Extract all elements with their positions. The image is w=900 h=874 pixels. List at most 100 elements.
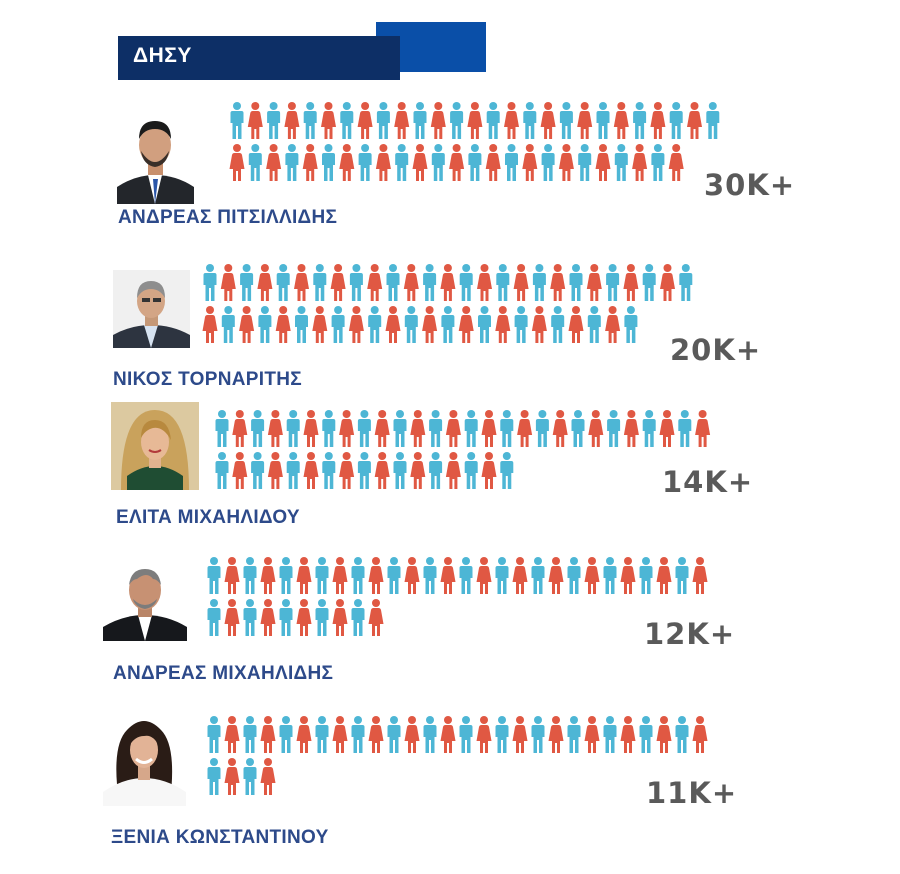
female-person-icon — [260, 758, 276, 795]
female-person-icon — [504, 102, 519, 139]
female-person-icon — [403, 264, 419, 301]
candidate-name: ΑΝΔΡΕΑΣ ΠΙΤΣΙΛΛΙΔΗΣ — [118, 207, 338, 228]
male-person-icon — [464, 410, 478, 447]
male-person-icon — [429, 452, 443, 489]
female-person-icon — [368, 716, 384, 753]
female-person-icon — [412, 144, 428, 181]
male-person-icon — [486, 102, 500, 139]
person-icon-grid — [215, 410, 711, 489]
male-person-icon — [423, 716, 437, 753]
female-person-icon — [296, 716, 312, 753]
male-person-icon — [468, 144, 482, 181]
female-person-icon — [332, 557, 348, 594]
male-person-icon — [386, 264, 400, 301]
male-person-icon — [279, 557, 293, 594]
male-person-icon — [413, 102, 427, 139]
male-person-icon — [596, 102, 610, 139]
male-person-icon — [607, 410, 621, 447]
female-person-icon — [232, 410, 248, 447]
female-person-icon — [440, 557, 456, 594]
female-person-icon — [267, 410, 283, 447]
page-title: ΔΗΣΥ — [133, 44, 192, 67]
female-person-icon — [613, 102, 629, 139]
male-person-icon — [651, 144, 665, 181]
female-person-icon — [296, 557, 312, 594]
male-person-icon — [313, 264, 327, 301]
male-person-icon — [358, 144, 372, 181]
male-person-icon — [203, 264, 217, 301]
male-person-icon — [459, 716, 473, 753]
male-person-icon — [368, 306, 382, 343]
candidate-name: ΕΛΙΤΑ ΜΙΧΑΗΛΙΔΟΥ — [116, 507, 300, 528]
female-person-icon — [660, 264, 675, 301]
male-person-icon — [240, 264, 254, 301]
male-person-icon — [675, 557, 689, 594]
female-person-icon — [531, 306, 547, 343]
female-person-icon — [522, 144, 538, 181]
male-person-icon — [351, 557, 365, 594]
female-person-icon — [656, 557, 672, 594]
male-person-icon — [464, 452, 478, 489]
female-person-icon — [330, 264, 346, 301]
male-person-icon — [276, 264, 290, 301]
male-person-icon — [267, 102, 281, 139]
male-person-icon — [279, 716, 293, 753]
female-person-icon — [548, 716, 564, 753]
female-person-icon — [476, 557, 492, 594]
female-person-icon — [374, 410, 390, 447]
male-person-icon — [404, 306, 418, 343]
female-person-icon — [224, 557, 240, 594]
header: ΔΗΣΥ — [0, 0, 900, 90]
female-person-icon — [540, 102, 556, 139]
male-person-icon — [603, 557, 617, 594]
male-person-icon — [207, 716, 221, 753]
male-person-icon — [393, 410, 407, 447]
header-bar — [118, 36, 400, 80]
female-person-icon — [512, 716, 528, 753]
female-person-icon — [449, 144, 465, 181]
male-person-icon — [207, 599, 221, 636]
female-person-icon — [303, 410, 319, 447]
male-person-icon — [322, 144, 335, 181]
male-person-icon — [587, 306, 601, 343]
person-icon-grid — [207, 557, 708, 636]
female-person-icon — [239, 306, 255, 343]
male-person-icon — [678, 410, 692, 447]
female-person-icon — [650, 102, 666, 139]
male-person-icon — [478, 306, 491, 343]
female-person-icon — [229, 144, 245, 181]
male-person-icon — [285, 144, 299, 181]
female-person-icon — [260, 557, 276, 594]
male-person-icon — [569, 264, 583, 301]
male-person-icon — [679, 264, 693, 301]
male-person-icon — [349, 264, 363, 301]
female-person-icon — [224, 599, 240, 636]
male-person-icon — [500, 452, 514, 489]
female-person-icon — [692, 557, 708, 594]
male-person-icon — [243, 758, 257, 795]
male-person-icon — [331, 306, 345, 343]
female-person-icon — [367, 264, 383, 301]
male-person-icon — [523, 102, 537, 139]
female-person-icon — [332, 716, 348, 753]
male-person-icon — [423, 557, 437, 594]
candidate-photo — [97, 706, 192, 806]
female-person-icon — [332, 599, 348, 636]
male-person-icon — [441, 306, 455, 343]
female-person-icon — [577, 102, 593, 139]
male-person-icon — [357, 452, 371, 489]
male-person-icon — [531, 557, 545, 594]
male-person-icon — [376, 102, 390, 139]
female-person-icon — [588, 410, 604, 447]
male-person-icon — [395, 144, 409, 181]
count-label: 30K+ — [704, 168, 796, 202]
female-person-icon — [312, 306, 328, 343]
male-person-icon — [567, 716, 581, 753]
female-person-icon — [260, 716, 276, 753]
male-person-icon — [496, 264, 510, 301]
male-person-icon — [459, 264, 473, 301]
male-person-icon — [551, 306, 565, 343]
male-person-icon — [500, 410, 514, 447]
female-person-icon — [481, 452, 497, 489]
male-person-icon — [340, 102, 354, 139]
